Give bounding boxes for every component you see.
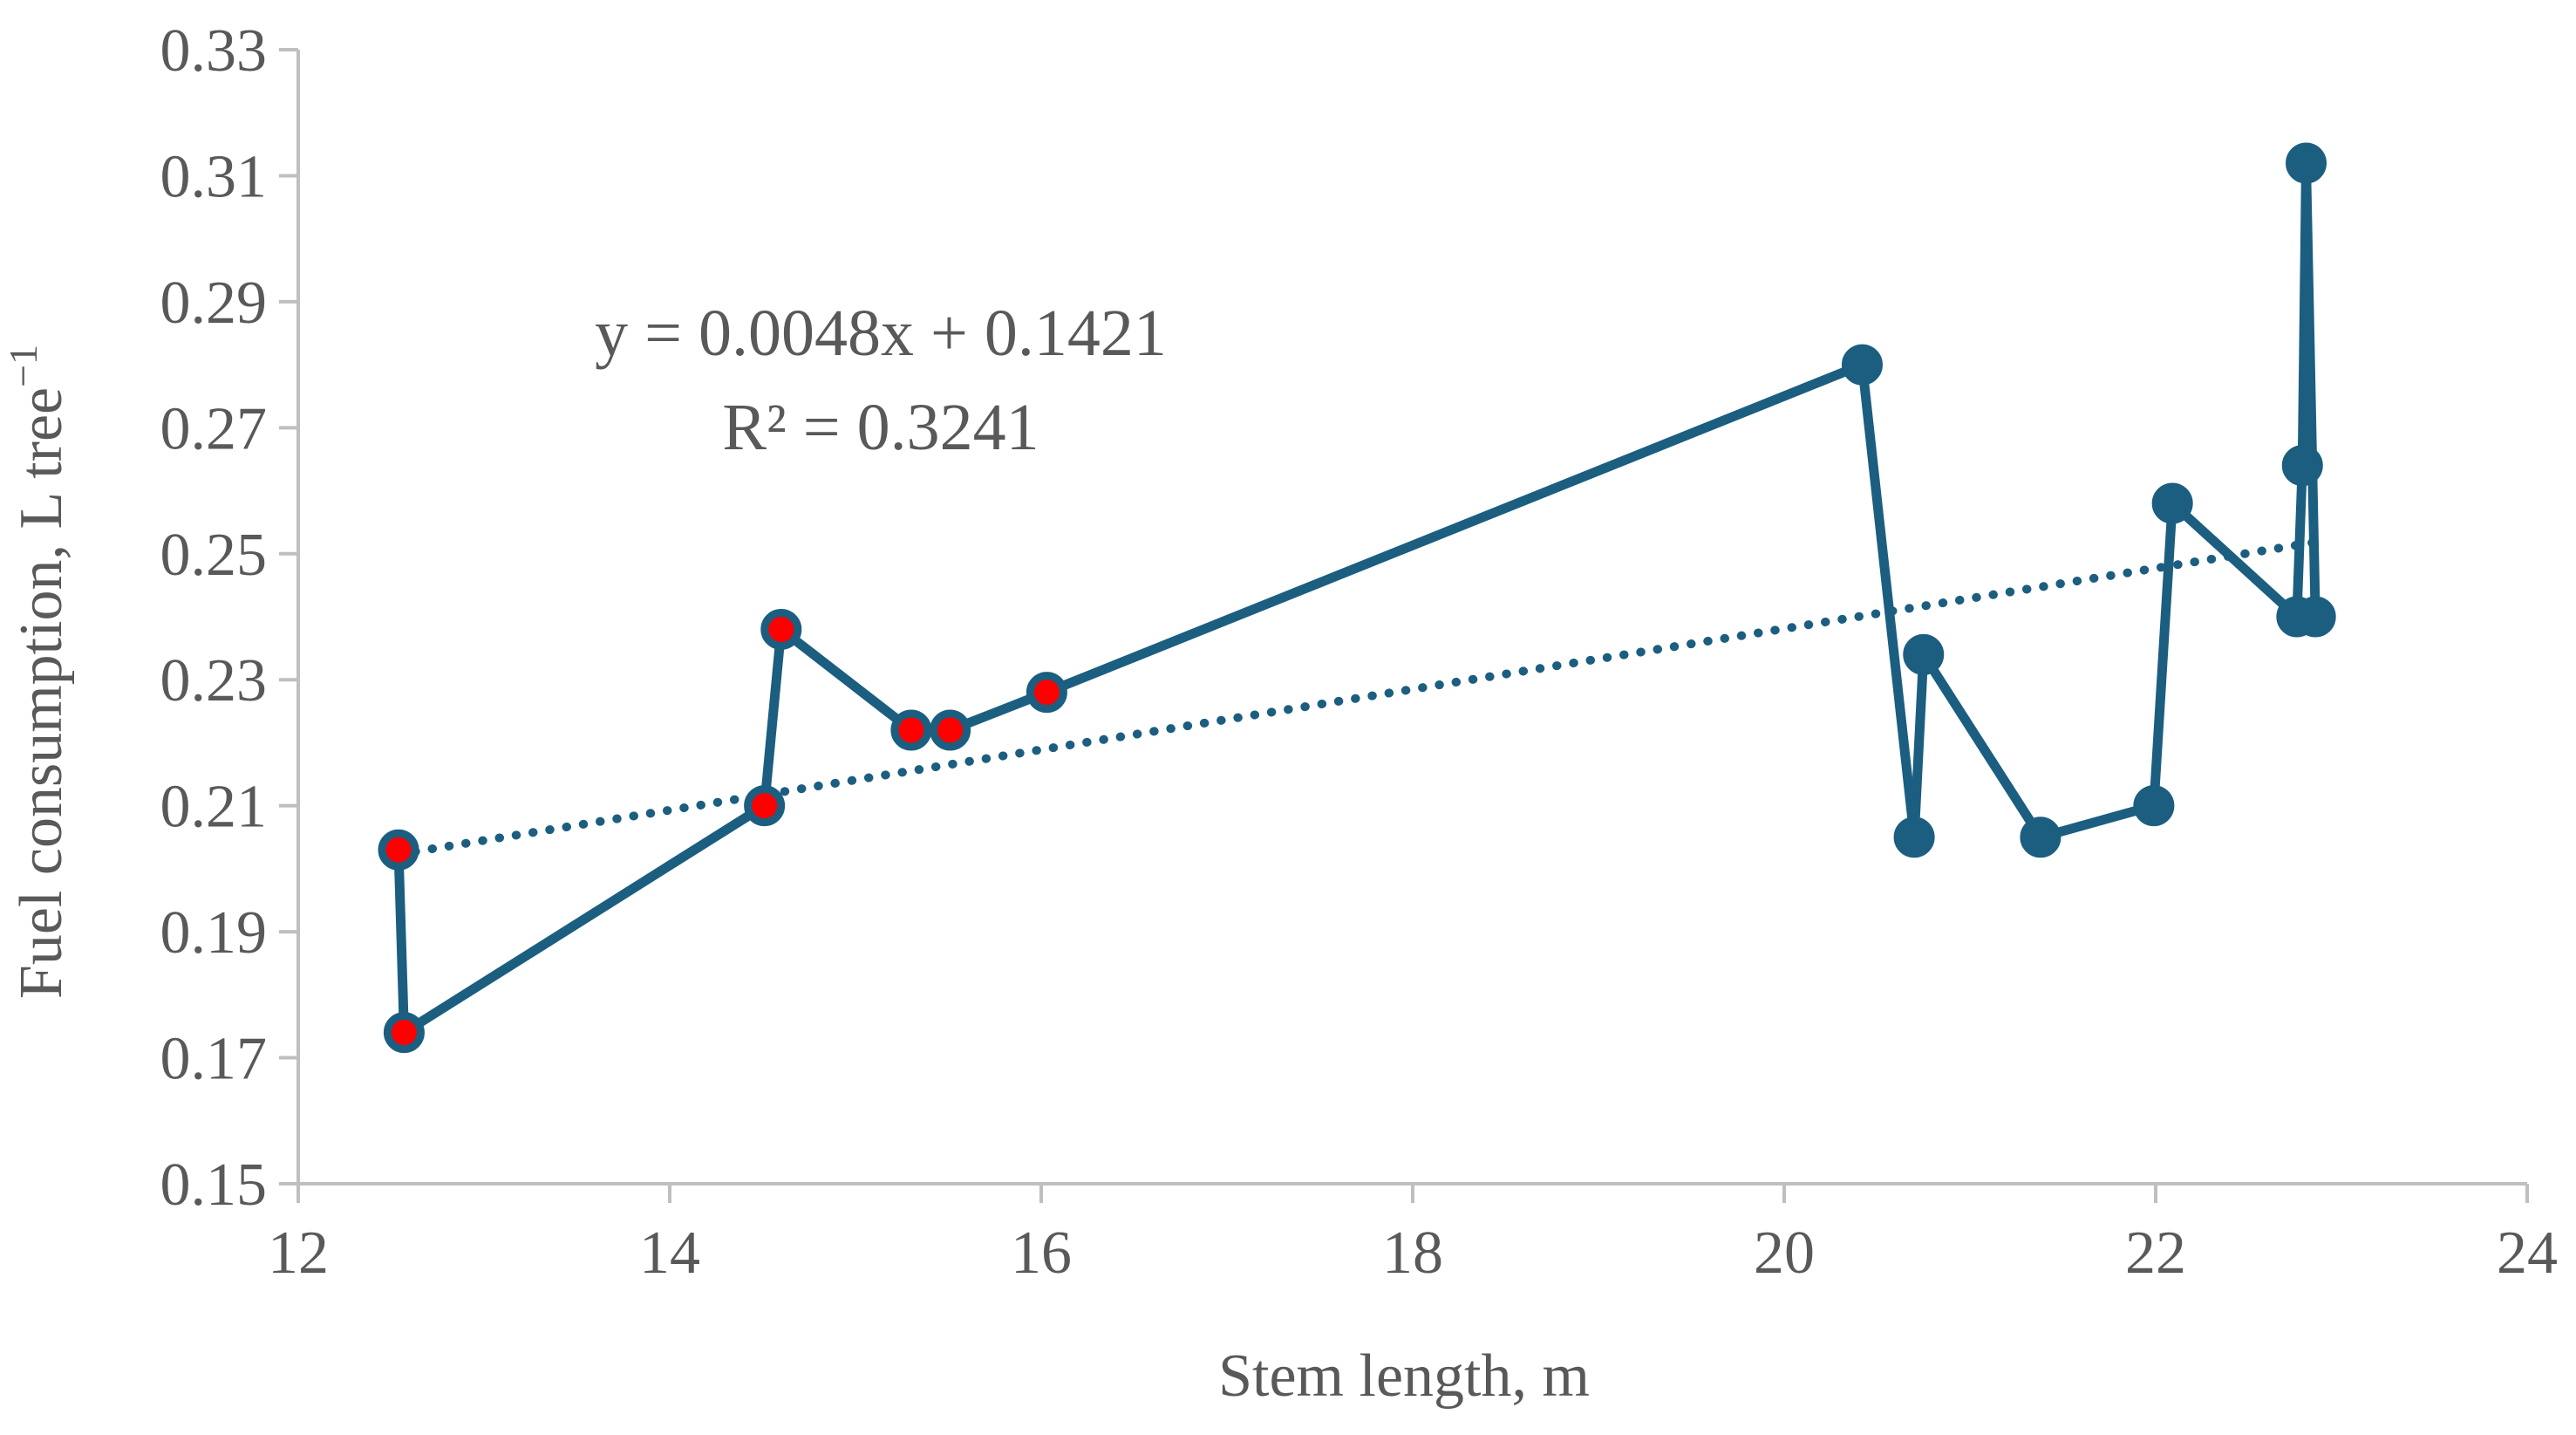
data-point-highlighted xyxy=(378,829,419,871)
data-point xyxy=(2281,445,2323,487)
series-layer xyxy=(378,142,2336,1054)
data-point-highlighted xyxy=(744,785,786,827)
x-axis-title: Stem length, m xyxy=(1218,1343,1590,1410)
trendline-r-squared: R² = 0.3241 xyxy=(722,391,1039,464)
text-layer: y = 0.0048x + 0.1421 R² = 0.3241 Stem le… xyxy=(1,297,1590,1410)
x-tick-label: 14 xyxy=(639,1220,700,1287)
x-tick-label: 22 xyxy=(2125,1220,2186,1287)
y-tick-label: 0.23 xyxy=(160,647,268,714)
data-point xyxy=(1841,344,1883,386)
axes: 0.15 0.17 0.19 0.21 0.23 0.25 0.27 0.29 0.31 0.33… xyxy=(160,17,2559,1287)
x-tick-label: 24 xyxy=(2497,1220,2558,1287)
data-point-highlighted xyxy=(890,709,932,751)
y-tick-label: 0.17 xyxy=(160,1026,268,1093)
trendline-equation: y = 0.0048x + 0.1421 xyxy=(595,297,1167,370)
series-line xyxy=(393,158,2320,1038)
x-tick-label: 18 xyxy=(1382,1220,1443,1287)
data-point xyxy=(2294,596,2336,638)
x-tick-label: 20 xyxy=(1754,1220,1815,1287)
data-point xyxy=(2151,482,2193,524)
y-tick-label: 0.29 xyxy=(160,270,268,337)
y-axis-title: Fuel consumption, L tree−1 xyxy=(1,345,75,999)
y-tick-label: 0.25 xyxy=(160,522,268,589)
data-point-highlighted xyxy=(1026,672,1067,714)
data-point xyxy=(1903,633,1945,675)
x-tick-label: 12 xyxy=(268,1220,329,1287)
trendline xyxy=(394,537,2320,859)
y-tick-label: 0.27 xyxy=(160,395,268,462)
y-tick-label: 0.15 xyxy=(160,1151,268,1219)
data-point xyxy=(2133,785,2175,827)
data-point-highlighted xyxy=(930,709,971,751)
data-point xyxy=(2286,142,2327,184)
data-point-highlighted xyxy=(760,608,802,650)
y-tick-label: 0.33 xyxy=(160,17,268,85)
trendline-layer xyxy=(394,537,2320,859)
y-axis-title-superscript: −1 xyxy=(1,345,45,387)
y-tick-label: 0.31 xyxy=(160,143,268,210)
data-point xyxy=(2020,817,2061,858)
data-point-highlighted xyxy=(383,1012,425,1054)
x-tick-label: 16 xyxy=(1011,1220,1072,1287)
y-tick-label: 0.21 xyxy=(160,774,268,841)
data-point xyxy=(1893,817,1935,858)
y-tick-label: 0.19 xyxy=(160,899,268,967)
y-axis-title-main: Fuel consumption, L tree xyxy=(8,387,75,999)
